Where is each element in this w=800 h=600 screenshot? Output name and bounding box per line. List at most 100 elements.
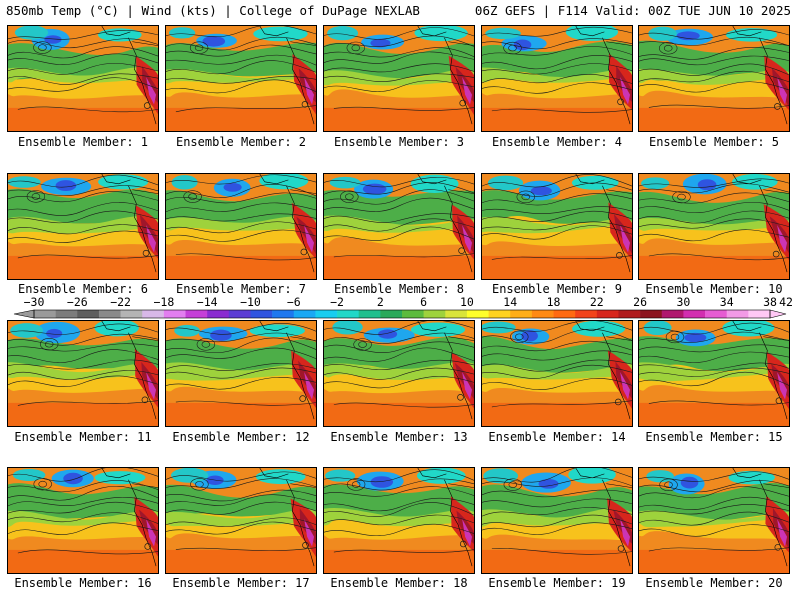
ensemble-member-label-10: Ensemble Member: 10 [645,282,783,296]
colorbar-swatch [380,310,403,318]
ensemble-member-label-6: Ensemble Member: 6 [17,282,149,296]
colorbar-swatch [553,310,576,318]
colorbar-swatch [466,310,489,318]
ensemble-member-label-18: Ensemble Member: 18 [330,576,468,590]
colorbar-swatch [77,310,100,318]
colorbar-swatch [423,310,446,318]
colorbar-swatch [488,310,511,318]
ensemble-map-16 [7,467,159,574]
ensemble-member-label-5: Ensemble Member: 5 [648,135,780,149]
ensemble-map-9 [481,173,633,280]
colorbar-swatch [683,310,706,318]
colorbar-swatch [34,310,56,318]
ensemble-member-label-9: Ensemble Member: 9 [491,282,623,296]
colorbar-swatch [402,310,424,318]
colorbar-swatch [293,310,316,318]
colorbar-swatch [337,310,360,318]
ensemble-member-label-8: Ensemble Member: 8 [333,282,465,296]
colorbar-tick-label: 38 [763,295,777,309]
colorbar-swatch [575,310,598,318]
ensemble-member-label-15: Ensemble Member: 15 [645,430,783,444]
header: 850mb Temp (°C) | Wind (kts) | College o… [0,0,800,22]
colorbar-swatch [185,310,208,318]
ensemble-member-label-11: Ensemble Member: 11 [14,430,152,444]
colorbar-tick-label: 10 [460,295,474,309]
colorbar-tick-label: 34 [719,295,734,309]
ensemble-member-label-7: Ensemble Member: 7 [175,282,307,296]
header-run-info: 06Z GEFS | F114 Valid: 00Z TUE JUN 10 20… [474,3,791,18]
colorbar-swatch [510,310,533,318]
colorbar-swatch [748,310,771,318]
ensemble-member-label-13: Ensemble Member: 13 [330,430,468,444]
colorbar-swatch [640,310,663,318]
ensemble-member-label-1: Ensemble Member: 1 [17,135,149,149]
header-title: 850mb Temp (°C) | Wind (kts) | College o… [6,3,420,18]
ensemble-member-label-16: Ensemble Member: 16 [14,576,152,590]
colorbar-tick-label: 42 [779,295,793,309]
colorbar-tick-label: −18 [153,295,175,309]
colorbar-left-arrow [13,309,35,319]
colorbar-tick-label: −14 [196,295,218,309]
colorbar-swatch [531,310,554,318]
colorbar-swatch [705,310,728,318]
colorbar-tick-label: 30 [676,295,691,309]
colorbar-swatch [272,310,295,318]
ensemble-map-18 [323,467,475,574]
colorbar-tick-label: −22 [110,295,131,309]
colorbar-swatch [596,310,619,318]
ensemble-map-8 [323,173,475,280]
ensemble-map-5 [638,25,790,132]
ensemble-map-1 [7,25,159,132]
ensemble-member-label-12: Ensemble Member: 12 [172,430,310,444]
ensemble-member-label-17: Ensemble Member: 17 [172,576,310,590]
ensemble-map-11 [7,320,159,427]
ensemble-member-label-20: Ensemble Member: 20 [645,576,783,590]
colorbar-tick-label: −10 [240,295,261,309]
ensemble-map-19 [481,467,633,574]
ensemble-map-20 [638,467,790,574]
colorbar-swatch [726,310,749,318]
ensemble-map-15 [638,320,790,427]
colorbar-swatch [207,310,230,318]
temperature-colorbar: −30 −26 −22 −18 −14 −10 −6 −2 2 6 10 14 18 22 26 30 34 38… [0,296,800,322]
ensemble-map-14 [481,320,633,427]
ensemble-map-6 [7,173,159,280]
colorbar-tick-label: 18 [546,295,561,309]
colorbar-swatch [250,310,273,318]
colorbar-swatch [120,310,143,318]
colorbar-swatch [142,310,165,318]
colorbar-right-arrow [769,309,787,319]
colorbar-swatch [98,310,121,318]
ensemble-map-3 [323,25,475,132]
colorbar-tick-label: 2 [376,295,384,309]
ensemble-member-label-19: Ensemble Member: 19 [488,576,626,590]
colorbar-tick-label: 14 [503,295,518,309]
ensemble-map-10 [638,173,790,280]
ensemble-map-12 [165,320,317,427]
colorbar-swatch [163,310,186,318]
colorbar-swatch [445,310,468,318]
colorbar-tick-label: −30 [23,295,45,309]
colorbar-strip [13,309,787,319]
ensemble-member-label-2: Ensemble Member: 2 [175,135,307,149]
ensemble-member-label-14: Ensemble Member: 14 [488,430,626,444]
colorbar-swatch [228,310,251,318]
colorbar-tick-label: 22 [589,295,604,309]
ensemble-map-17 [165,467,317,574]
colorbar-tick-label: −26 [66,295,88,309]
colorbar-swatch [618,310,641,318]
ensemble-map-7 [165,173,317,280]
ensemble-member-label-4: Ensemble Member: 4 [491,135,623,149]
colorbar-swatch [661,310,684,318]
ensemble-map-4 [481,25,633,132]
ensemble-map-2 [165,25,317,132]
ensemble-member-label-3: Ensemble Member: 3 [333,135,465,149]
colorbar-swatch [358,310,381,318]
colorbar-tick-label: −2 [330,295,344,309]
colorbar-tick-label: 6 [420,295,428,309]
colorbar-tick-label: −6 [286,295,301,309]
colorbar-tick-label: 26 [633,295,648,309]
ensemble-map-13 [323,320,475,427]
colorbar-swatch [315,310,338,318]
colorbar-swatch [55,310,78,318]
